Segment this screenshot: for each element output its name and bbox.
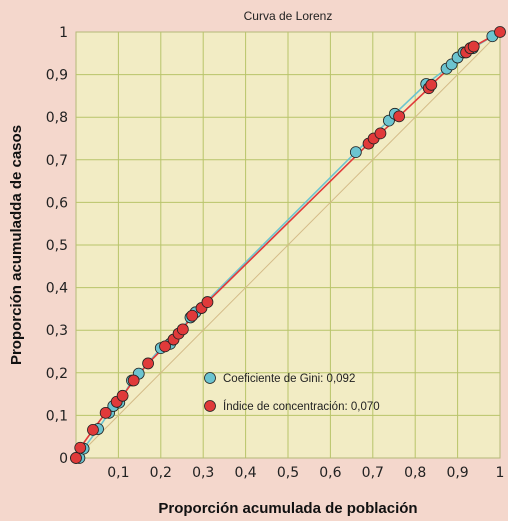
- data-point-series-1: [74, 441, 87, 454]
- y-tick-label: 0,7: [46, 153, 68, 169]
- legend-marker-concentration: [204, 400, 216, 412]
- data-point-series-1: [127, 374, 140, 387]
- data-point-series-1: [159, 340, 171, 353]
- y-tick-label: 0,4: [46, 281, 68, 297]
- x-tick-label: 0,1: [107, 465, 129, 481]
- y-tick-label: 0,9: [46, 68, 68, 84]
- x-tick-labels: 0,1 0,2 0,3 0,4 0,5 0,6 0,7 0,8 0,9 1: [107, 465, 504, 481]
- y-tick-label: 1: [59, 25, 68, 41]
- legend-label-concentration: Índice de concentración: 0,070: [223, 400, 380, 413]
- x-tick-label: 0,4: [234, 465, 256, 481]
- data-point-series-1: [494, 26, 506, 38]
- x-tick-label: 1: [496, 465, 505, 481]
- legend-marker-gini: [204, 372, 216, 384]
- data-point-series-1: [116, 389, 129, 402]
- x-tick-label: 0,3: [192, 465, 214, 481]
- y-tick-label: 0,5: [46, 238, 68, 254]
- x-tick-label: 0,6: [319, 465, 341, 481]
- x-tick-label: 0,5: [277, 465, 299, 481]
- x-tick-label: 0,2: [150, 465, 172, 481]
- y-axis-label: Proporción acumuladda de casos: [8, 125, 25, 365]
- data-point-series-1: [142, 357, 154, 370]
- y-tick-label: 0,1: [46, 408, 68, 424]
- data-point-series-1: [87, 423, 99, 436]
- data-point-series-1: [467, 40, 480, 53]
- data-point-series-1: [99, 406, 112, 419]
- data-point-series-1: [425, 78, 438, 91]
- x-tick-label: 0,9: [446, 465, 468, 481]
- y-tick-labels: 0 0,1 0,2 0,3 0,4 0,5 0,6 0,7 0,8 0,9 1: [46, 25, 68, 467]
- data-point-series-1: [374, 127, 387, 140]
- y-tick-label: 0,2: [46, 366, 68, 382]
- y-tick-label: 0: [59, 451, 68, 467]
- legend: Coeficiente de Gini: 0,092 Índice de con…: [204, 372, 380, 413]
- legend-label-gini: Coeficiente de Gini: 0,092: [223, 373, 355, 385]
- data-point-series-1: [201, 296, 214, 308]
- x-tick-label: 0,8: [404, 465, 426, 481]
- data-point-series-1: [186, 309, 199, 322]
- y-tick-label: 0,3: [46, 323, 68, 339]
- data-point-series-1: [176, 323, 189, 336]
- data-point-series-1: [70, 452, 82, 464]
- equality-line: [75, 31, 501, 459]
- data-point-series-0: [349, 146, 362, 159]
- series-layer: [70, 26, 506, 464]
- x-axis-label: Proporción acumulada de población: [158, 500, 417, 517]
- y-tick-label: 0,8: [46, 110, 68, 126]
- data-point-series-1: [393, 110, 405, 123]
- y-tick-label: 0,6: [46, 195, 68, 211]
- chart-title: Curva de Lorenz: [244, 9, 333, 23]
- x-tick-label: 0,7: [362, 465, 384, 481]
